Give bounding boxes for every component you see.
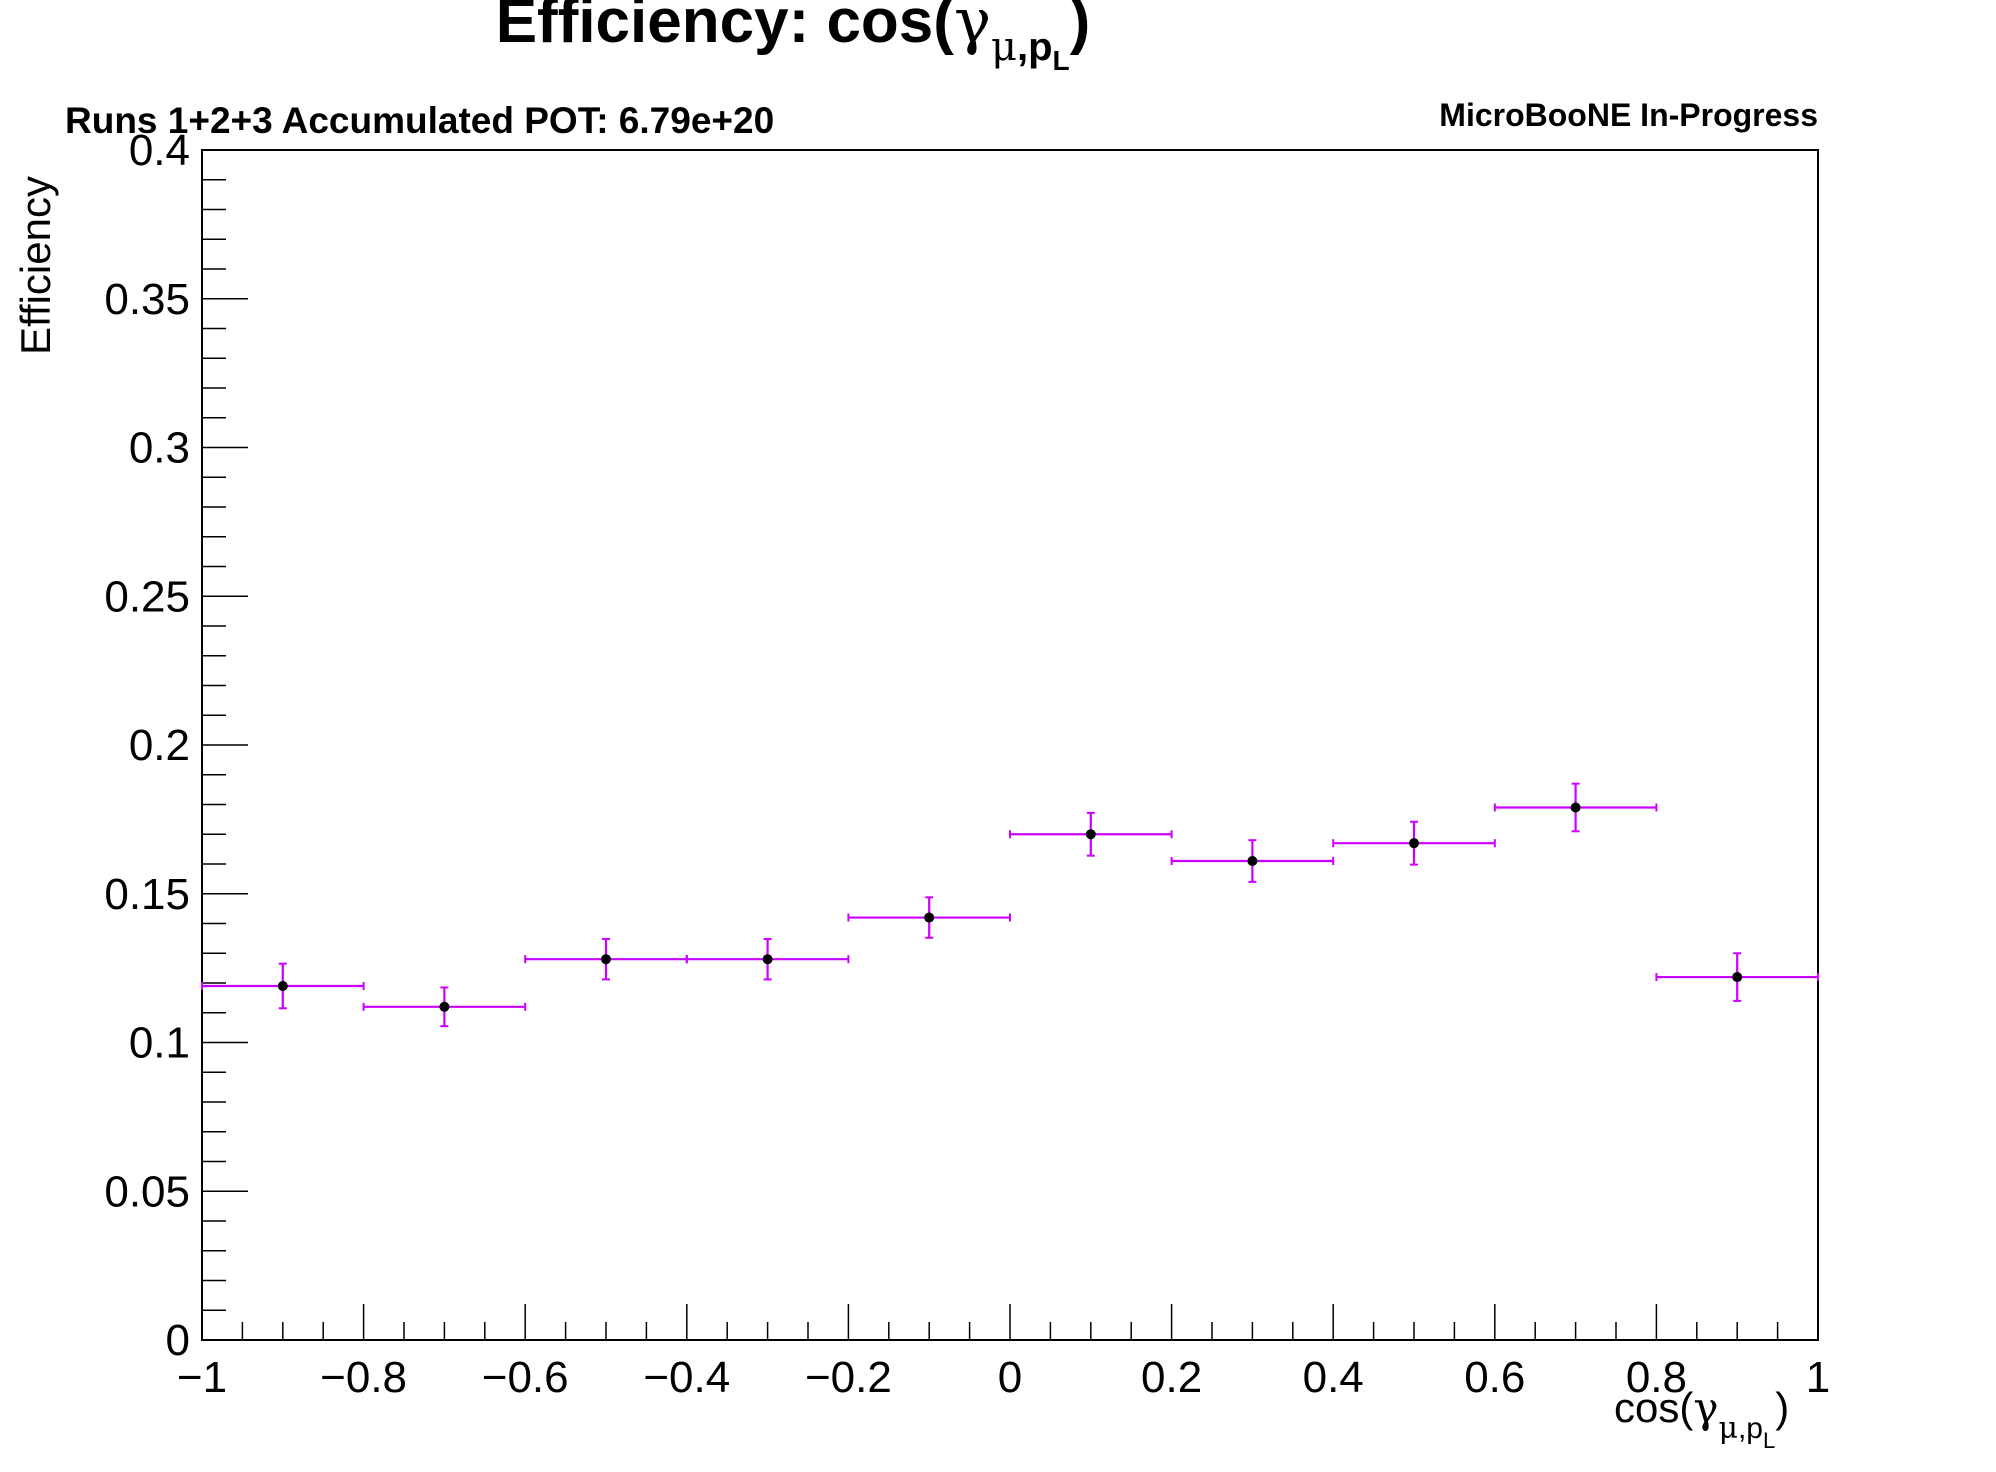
chart-subtitle-right: MicroBooNE In-Progress	[1439, 97, 1818, 133]
x-tick-label: −0.2	[805, 1353, 892, 1402]
data-point-group	[1332, 820, 1496, 866]
x-axis-title-sub-l: L	[1763, 1428, 1775, 1453]
data-point-marker	[1732, 972, 1743, 983]
data-point-group	[201, 962, 365, 1010]
x-tick-label: 0.8	[1626, 1353, 1687, 1402]
chart-subtitle-left: Runs 1+2+3 Accumulated POT: 6.79e+20	[65, 100, 774, 141]
x-tick-label: 0	[998, 1353, 1022, 1402]
x-tick-label: 0.2	[1141, 1353, 1202, 1402]
x-tick-label: 0.6	[1464, 1353, 1525, 1402]
chart-title-main: Efficiency: cos(	[496, 0, 955, 56]
y-axis-tick-labels: 0 0.05 0.1 0.15 0.2 0.25 0.3 0.35 0.4	[104, 126, 190, 1365]
x-tick-label: 0.4	[1303, 1353, 1364, 1402]
y-axis-title: Efficiency	[12, 176, 59, 355]
chart-title-comma-p: ,p	[1017, 25, 1053, 69]
data-point-group	[1009, 811, 1173, 857]
x-axis-title-prefix: cos(	[1614, 1384, 1693, 1431]
x-axis-title-gamma: γ	[1693, 1383, 1718, 1432]
y-tick-label: 0.4	[129, 126, 190, 175]
data-point-marker	[1409, 838, 1419, 849]
x-tick-label: 1	[1806, 1353, 1830, 1402]
x-axis-title: cos(γμ,pL)	[1614, 1383, 1789, 1453]
chart-title-gamma: γ	[954, 0, 991, 57]
y-axis-ticks	[202, 149, 248, 1341]
data-point-marker	[1085, 829, 1096, 840]
data-point-marker	[277, 980, 288, 991]
x-axis-title-mu: μ	[1718, 1411, 1738, 1446]
x-axis-title-close: )	[1775, 1384, 1789, 1431]
x-tick-label: −0.4	[643, 1353, 730, 1402]
chart-title-sub-l: L	[1053, 45, 1070, 76]
data-point-group	[685, 937, 850, 981]
y-tick-label: 0.05	[104, 1167, 190, 1216]
data-point-marker	[601, 954, 611, 965]
data-point-marker	[924, 912, 935, 923]
y-tick-label: 0.1	[129, 1019, 190, 1068]
chart-title-close: )	[1070, 0, 1091, 56]
data-point-group	[1493, 782, 1658, 833]
data-point-marker	[439, 1001, 450, 1012]
x-axis-tick-labels: −1 −0.8 −0.6 −0.4 −0.2 0 0.2 0.4 0.6 0.8 1	[177, 1353, 1830, 1402]
x-tick-label: −0.8	[320, 1353, 407, 1402]
x-axis-title-comma-p: ,p	[1738, 1412, 1763, 1445]
efficiency-series	[201, 782, 1819, 1028]
data-point-group	[847, 896, 1011, 939]
x-tick-label: −0.6	[482, 1353, 569, 1402]
plot-frame	[201, 149, 1819, 1341]
y-tick-label: 0.35	[104, 275, 190, 324]
y-tick-label: 0	[166, 1316, 190, 1365]
data-point-group	[362, 986, 527, 1028]
y-tick-label: 0.3	[129, 424, 190, 473]
chart-title-mu: μ	[991, 24, 1017, 70]
data-point-group	[1655, 952, 1819, 1002]
y-tick-label: 0.15	[104, 870, 190, 919]
data-point-group	[1170, 839, 1335, 883]
data-point-group	[524, 937, 688, 981]
y-tick-label: 0.2	[129, 721, 190, 770]
data-point-marker	[762, 954, 773, 965]
x-axis-ticks	[201, 1304, 1819, 1340]
x-tick-label: −1	[177, 1353, 227, 1402]
data-point-marker	[1247, 856, 1258, 867]
chart-title: Efficiency: cos(γμ,pL)	[496, 0, 1091, 76]
data-point-marker	[1570, 802, 1581, 813]
y-tick-label: 0.25	[104, 572, 190, 621]
